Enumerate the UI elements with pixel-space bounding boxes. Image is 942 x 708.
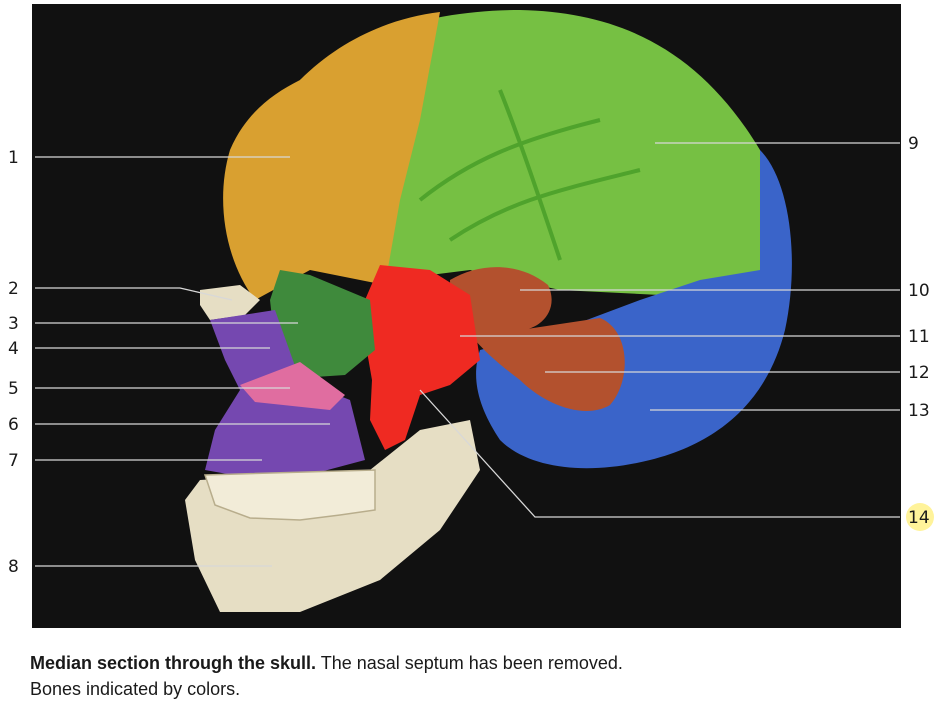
parietal-bone-vessels [418, 89, 641, 261]
caption-line-2: Bones indicated by colors. [30, 679, 241, 699]
label-8: 8 [8, 557, 19, 577]
label-5: 5 [8, 379, 19, 399]
caption-text: The nasal septum has been removed. [316, 653, 623, 673]
label-2: 2 [8, 279, 19, 299]
label-14-highlight [906, 503, 934, 531]
frontal-bone [223, 12, 440, 300]
inferior-nasal-concha [240, 362, 345, 410]
caption-title: Median section through the skull. [30, 653, 317, 673]
nasal-bone [200, 285, 260, 320]
label-9: 9 [908, 134, 919, 154]
label-4: 4 [8, 339, 19, 359]
label-13: 13 [908, 401, 930, 421]
caption-line-1: Median section through the skull. The na… [30, 650, 920, 676]
label-6: 6 [8, 415, 19, 435]
label-11: 11 [908, 327, 930, 347]
label-12: 12 [908, 363, 930, 383]
label-14: 14 [908, 508, 930, 528]
teeth [203, 469, 376, 521]
label-1: 1 [8, 148, 19, 168]
figure-caption: Median section through the skull. The na… [30, 650, 920, 702]
temporal-bone [450, 267, 625, 411]
label-7: 7 [8, 451, 19, 471]
ethmoid-bone [270, 270, 375, 378]
sphenoid-bone [365, 265, 480, 450]
label-10: 10 [908, 281, 930, 301]
label-3: 3 [8, 314, 19, 334]
